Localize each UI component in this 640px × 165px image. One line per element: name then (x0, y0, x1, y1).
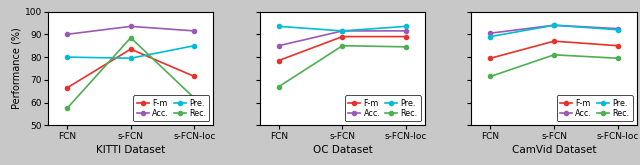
Line: Pre.: Pre. (65, 44, 196, 60)
Pre. (127, 57, 134, 59)
F-m (614, 45, 621, 47)
F-m (339, 36, 346, 38)
Acc. (550, 24, 558, 26)
Rec. (191, 97, 198, 99)
Rec. (275, 86, 283, 88)
Pre. (191, 45, 198, 47)
Line: Acc.: Acc. (488, 23, 620, 35)
Acc. (486, 32, 494, 34)
Pre. (402, 25, 410, 27)
F-m (486, 57, 494, 59)
X-axis label: OC Dataset: OC Dataset (312, 145, 372, 155)
Line: Pre.: Pre. (488, 23, 620, 39)
Legend: F-m, Acc., Pre., Rec.: F-m, Acc., Pre., Rec. (557, 95, 633, 121)
Pre. (614, 29, 621, 31)
Line: Rec.: Rec. (65, 36, 196, 110)
Line: Rec.: Rec. (488, 53, 620, 79)
F-m (127, 48, 134, 50)
F-m (275, 60, 283, 62)
Rec. (127, 37, 134, 39)
Rec. (63, 107, 71, 109)
Rec. (486, 75, 494, 77)
X-axis label: CamVid Dataset: CamVid Dataset (512, 145, 596, 155)
X-axis label: KITTI Dataset: KITTI Dataset (96, 145, 165, 155)
Acc. (402, 30, 410, 32)
Pre. (275, 25, 283, 27)
Pre. (550, 24, 558, 26)
Line: Acc.: Acc. (276, 29, 408, 48)
Line: F-m: F-m (65, 47, 196, 90)
Rec. (402, 46, 410, 48)
Acc. (614, 28, 621, 30)
Line: F-m: F-m (276, 34, 408, 63)
F-m (191, 75, 198, 77)
F-m (550, 40, 558, 42)
F-m (402, 36, 410, 38)
Acc. (63, 33, 71, 35)
Pre. (339, 30, 346, 32)
Y-axis label: Performance (%): Performance (%) (12, 28, 22, 109)
Legend: F-m, Acc., Pre., Rec.: F-m, Acc., Pre., Rec. (345, 95, 421, 121)
Line: F-m: F-m (488, 39, 620, 60)
F-m (63, 87, 71, 89)
Rec. (550, 54, 558, 56)
Line: Pre.: Pre. (276, 24, 408, 33)
Line: Acc.: Acc. (65, 24, 196, 36)
Acc. (127, 25, 134, 27)
Legend: F-m, Acc., Pre., Rec.: F-m, Acc., Pre., Rec. (134, 95, 209, 121)
Pre. (63, 56, 71, 58)
Pre. (486, 36, 494, 38)
Acc. (275, 45, 283, 47)
Acc. (339, 30, 346, 32)
Rec. (614, 57, 621, 59)
Acc. (191, 30, 198, 32)
Rec. (339, 45, 346, 47)
Line: Rec.: Rec. (276, 44, 408, 89)
